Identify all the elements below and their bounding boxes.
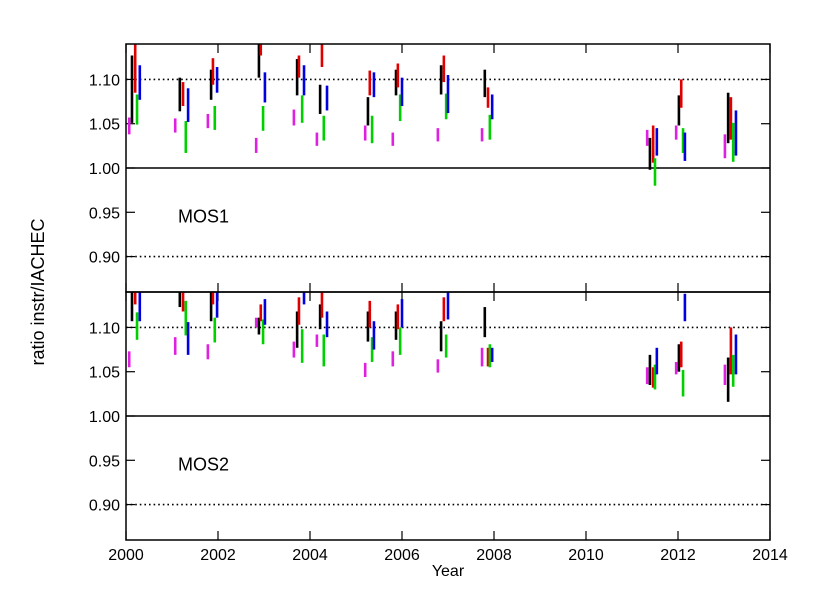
y-tick-label: 1.10 [89,72,120,89]
y-tick-label: 0.90 [89,250,120,267]
series-group [127,292,738,402]
x-axis-label: Year [432,563,465,580]
y-tick-label: 1.05 [89,365,120,382]
y-tick-label: 1.00 [89,409,120,426]
y-tick-label: 1.10 [89,320,120,337]
y-tick-label: 1.05 [89,117,120,134]
y-tick-label: 0.95 [89,205,120,222]
y-tick-label: 1.00 [89,161,120,178]
x-tick-label: 2000 [108,547,144,564]
y-tick-label: 0.95 [89,453,120,470]
y-axis-label: ratio instr/IACHEC [28,218,48,365]
x-tick-label: 2002 [200,547,236,564]
y-tick-label: 0.90 [89,498,120,515]
x-tick-label: 2010 [568,547,604,564]
x-tick-label: 2006 [384,547,420,564]
x-tick-label: 2008 [476,547,512,564]
x-tick-label: 2012 [660,547,696,564]
series-group [127,44,738,186]
plot-frame [125,291,771,541]
panel-label: MOS1 [178,207,229,227]
panel-label: MOS2 [178,455,229,475]
x-tick-label: 2004 [292,547,328,564]
x-tick-label: 2014 [752,547,788,564]
